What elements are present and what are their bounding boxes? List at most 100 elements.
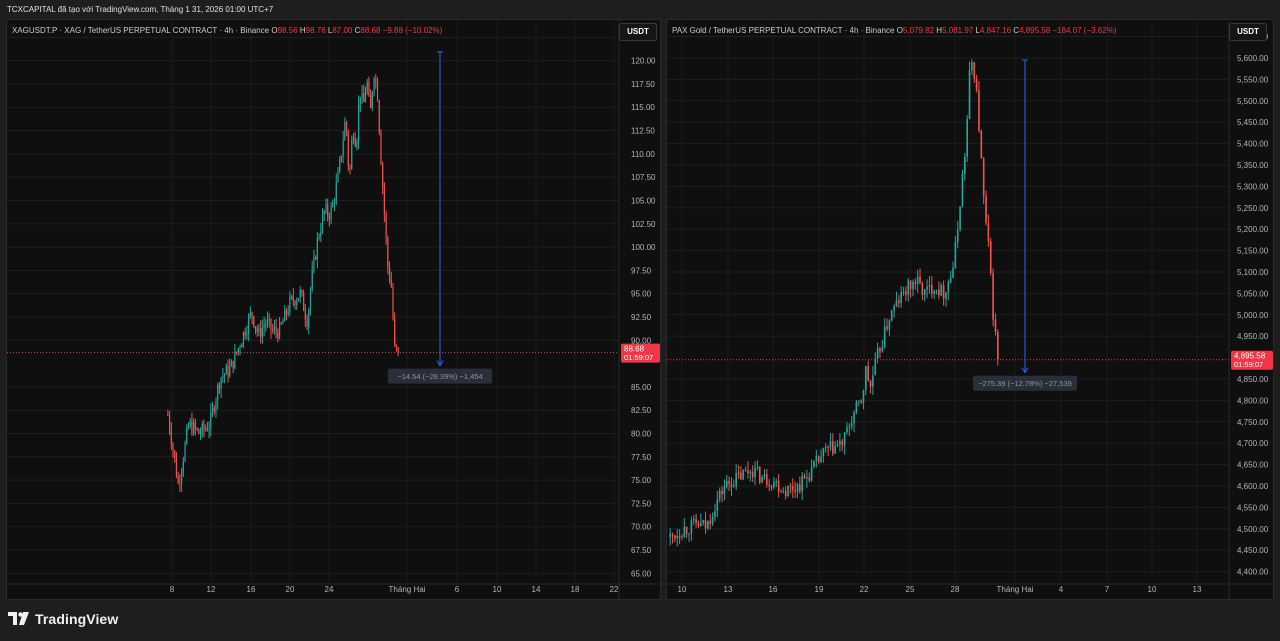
candle-body <box>287 312 289 315</box>
candle-body <box>337 171 339 183</box>
candle-body <box>860 400 862 403</box>
candle-body <box>921 283 924 295</box>
candle-body <box>907 280 910 295</box>
candle-body <box>758 466 761 483</box>
candle-body <box>292 296 294 302</box>
candle-body <box>749 472 752 474</box>
candle-body <box>258 328 260 333</box>
candle-body <box>297 298 300 301</box>
price-tick-label: 72.50 <box>631 499 652 508</box>
candle-body <box>881 347 884 352</box>
candle-body <box>273 326 276 331</box>
candle-body <box>761 476 763 483</box>
candle-body <box>342 140 344 156</box>
time-tick-label: 13 <box>724 585 733 594</box>
time-tick-label: 22 <box>860 585 869 594</box>
legend-close: 88.68 <box>360 26 381 35</box>
price-chart-paxg[interactable]: 5,650.005,600.005,550.005,500.005,450.00… <box>667 20 1275 601</box>
time-tick-label: 25 <box>906 585 915 594</box>
candle-body <box>949 277 952 283</box>
candle-body <box>315 257 317 260</box>
price-tick-label: 5,300.00 <box>1237 182 1269 191</box>
measure-label: −275.39 (−12.78%) −27,539 <box>978 379 1072 388</box>
candle-body <box>358 104 360 142</box>
candle-body <box>254 326 257 329</box>
candle-body <box>791 486 794 491</box>
candle-body <box>697 523 700 527</box>
countdown-timer: 01:59:07 <box>624 353 653 362</box>
candle-body <box>328 216 331 220</box>
legend-open: 98.56 <box>277 26 298 35</box>
candle-body <box>241 344 243 348</box>
price-tick-label: 5,050.00 <box>1237 289 1269 298</box>
price-tick-label: 105.00 <box>631 196 656 205</box>
candle-body <box>387 237 389 268</box>
time-tick-label: 13 <box>1193 585 1202 594</box>
candle-body <box>740 472 742 480</box>
candle-body <box>674 535 676 539</box>
chart-pane-paxg[interactable]: 5,650.005,600.005,550.005,500.005,450.00… <box>666 19 1275 601</box>
currency-button-paxg[interactable]: USDT <box>1229 23 1267 41</box>
candle-body <box>902 291 905 293</box>
price-tick-label: 5,600.00 <box>1237 54 1269 63</box>
time-tick-label: 7 <box>1105 585 1110 594</box>
price-tick-label: 4,850.00 <box>1237 375 1269 384</box>
candle-body <box>201 423 203 434</box>
candle-body <box>824 446 827 448</box>
price-chart-xag[interactable]: 122.50120.00117.50115.00112.50110.00107.… <box>7 20 662 601</box>
price-tick-label: 95.00 <box>631 290 652 299</box>
candle-body <box>366 82 368 93</box>
candle-body <box>895 300 898 307</box>
legend-open-label: O <box>271 26 278 35</box>
price-tick-label: 5,000.00 <box>1237 311 1269 320</box>
candle-body <box>175 458 178 477</box>
candle-body <box>388 267 391 280</box>
price-tick-label: 5,350.00 <box>1237 161 1269 170</box>
candle-body <box>299 290 301 299</box>
legend-high-label: H <box>936 26 943 35</box>
price-tick-label: 4,700.00 <box>1237 439 1269 448</box>
candle-body <box>277 331 279 339</box>
currency-button-xag[interactable]: USDT <box>619 23 657 41</box>
price-tick-label: 102.50 <box>631 220 656 229</box>
candle-body <box>723 487 726 495</box>
candle-body <box>278 323 281 339</box>
candle-body <box>285 309 288 315</box>
candle-body <box>928 285 931 287</box>
price-tick-label: 77.50 <box>631 453 652 462</box>
chart-legend-xag: XAGUSDT.P · XAG / TetherUS PERPETUAL CON… <box>12 26 442 35</box>
candle-body <box>912 281 914 289</box>
candle-body <box>754 467 756 478</box>
chart-pane-xag[interactable]: 122.50120.00117.50115.00112.50110.00107.… <box>6 19 662 601</box>
candle-body <box>768 484 771 487</box>
candle-body <box>777 480 780 492</box>
tradingview-logo[interactable]: TradingView <box>8 611 118 627</box>
candle-body <box>968 70 971 119</box>
candle-body <box>294 301 296 306</box>
candle-body <box>744 470 747 472</box>
candle-body <box>914 281 917 284</box>
time-tick-label: 4 <box>1059 585 1064 594</box>
candle-body <box>370 95 372 109</box>
candle-body <box>926 286 928 290</box>
candle-body <box>191 421 193 434</box>
candle-body <box>850 423 853 427</box>
candle-body <box>347 131 349 167</box>
candle-body <box>770 486 773 488</box>
candle-body <box>194 422 196 429</box>
candle-body <box>359 96 361 105</box>
candle-body <box>349 166 351 170</box>
candle-body <box>690 520 693 534</box>
candle-body <box>742 470 745 480</box>
candle-body <box>211 407 214 412</box>
candle-body <box>198 429 200 434</box>
candle-body <box>174 450 176 459</box>
candle-body <box>223 374 226 376</box>
price-tick-label: 85.00 <box>631 383 652 392</box>
candle-body <box>220 377 222 389</box>
candle-body <box>168 415 171 431</box>
candle-body <box>217 384 219 401</box>
candle-body <box>864 366 867 390</box>
legend-symbol: PAX Gold / TetherUS PERPETUAL CONTRACT ·… <box>672 26 895 35</box>
candle-body <box>714 510 716 518</box>
